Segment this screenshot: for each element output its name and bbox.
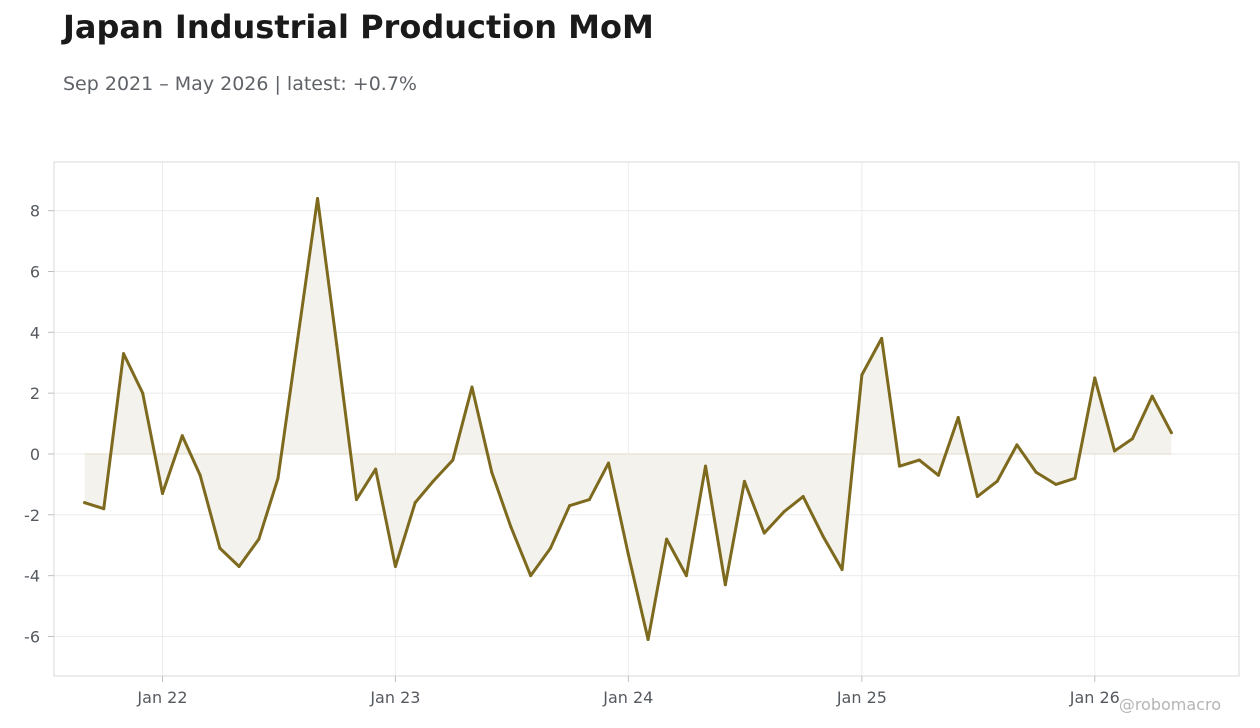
data-point	[587, 498, 591, 502]
y-tick-label: -2	[24, 506, 40, 525]
data-point	[122, 352, 126, 356]
page-title: Japan Industrial Production MoM	[63, 8, 654, 46]
data-point	[431, 479, 435, 483]
data-point	[626, 552, 630, 556]
data-point	[936, 473, 940, 477]
data-points	[83, 196, 1173, 642]
data-point	[568, 504, 572, 508]
data-point	[490, 470, 494, 474]
data-point	[975, 495, 979, 499]
data-point	[742, 479, 746, 483]
data-point	[704, 464, 708, 468]
x-axis-ticks: Jan 22 Jan 23 Jan 24 Jan 25 Jan 26	[136, 676, 1120, 707]
data-point	[335, 342, 339, 346]
data-point	[141, 391, 145, 395]
y-tick-label: 0	[30, 445, 40, 464]
data-point	[1093, 376, 1097, 380]
data-point	[198, 473, 202, 477]
data-point	[1073, 476, 1077, 480]
data-point	[548, 546, 552, 550]
x-tick-label: Jan 25	[836, 688, 887, 707]
data-point	[83, 501, 87, 505]
data-point	[821, 534, 825, 538]
y-tick-label: -6	[24, 627, 40, 646]
data-point	[1169, 431, 1173, 435]
data-point	[684, 574, 688, 578]
data-point	[1054, 482, 1058, 486]
data-point	[218, 546, 222, 550]
data-point	[529, 574, 533, 578]
y-axis-ticks: 8 6 4 2 0 -2 -4 -6	[24, 202, 54, 646]
x-tick-label: Jan 23	[369, 688, 420, 707]
data-point	[1113, 449, 1117, 453]
data-point	[840, 568, 844, 572]
data-point	[880, 336, 884, 340]
data-point	[1034, 470, 1038, 474]
data-point	[276, 476, 280, 480]
data-point	[665, 537, 669, 541]
data-point	[956, 415, 960, 419]
x-tick-label: Jan 24	[602, 688, 653, 707]
y-tick-label: 6	[30, 262, 40, 281]
data-point	[470, 385, 474, 389]
data-point	[102, 507, 106, 511]
data-point	[762, 531, 766, 535]
data-point	[296, 336, 300, 340]
y-tick-label: 8	[30, 202, 40, 221]
page-subtitle: Sep 2021 – May 2026 | latest: +0.7%	[63, 73, 417, 95]
data-point	[237, 565, 241, 569]
data-point	[393, 565, 397, 569]
data-point	[898, 464, 902, 468]
data-point	[1150, 394, 1154, 398]
data-point	[451, 458, 455, 462]
data-point	[354, 498, 358, 502]
data-point	[257, 537, 261, 541]
data-point	[782, 510, 786, 514]
data-point	[180, 434, 184, 438]
data-point	[374, 467, 378, 471]
data-point	[1015, 443, 1019, 447]
data-point	[509, 525, 513, 529]
x-tick-label: Jan 26	[1069, 688, 1120, 707]
data-point	[1130, 437, 1134, 441]
x-tick-label: Jan 22	[136, 688, 187, 707]
data-point	[316, 196, 320, 200]
data-point	[801, 495, 805, 499]
data-point	[917, 458, 921, 462]
data-point	[160, 492, 164, 496]
y-tick-label: -4	[24, 567, 40, 586]
data-point	[860, 373, 864, 377]
data-point	[607, 461, 611, 465]
watermark: @robomacro	[1119, 695, 1221, 714]
data-point	[723, 583, 727, 587]
data-point	[413, 501, 417, 505]
data-point	[646, 638, 650, 642]
plot-frame	[53, 161, 1240, 677]
y-tick-label: 4	[30, 323, 40, 342]
y-tick-label: 2	[30, 384, 40, 403]
data-point	[995, 479, 999, 483]
